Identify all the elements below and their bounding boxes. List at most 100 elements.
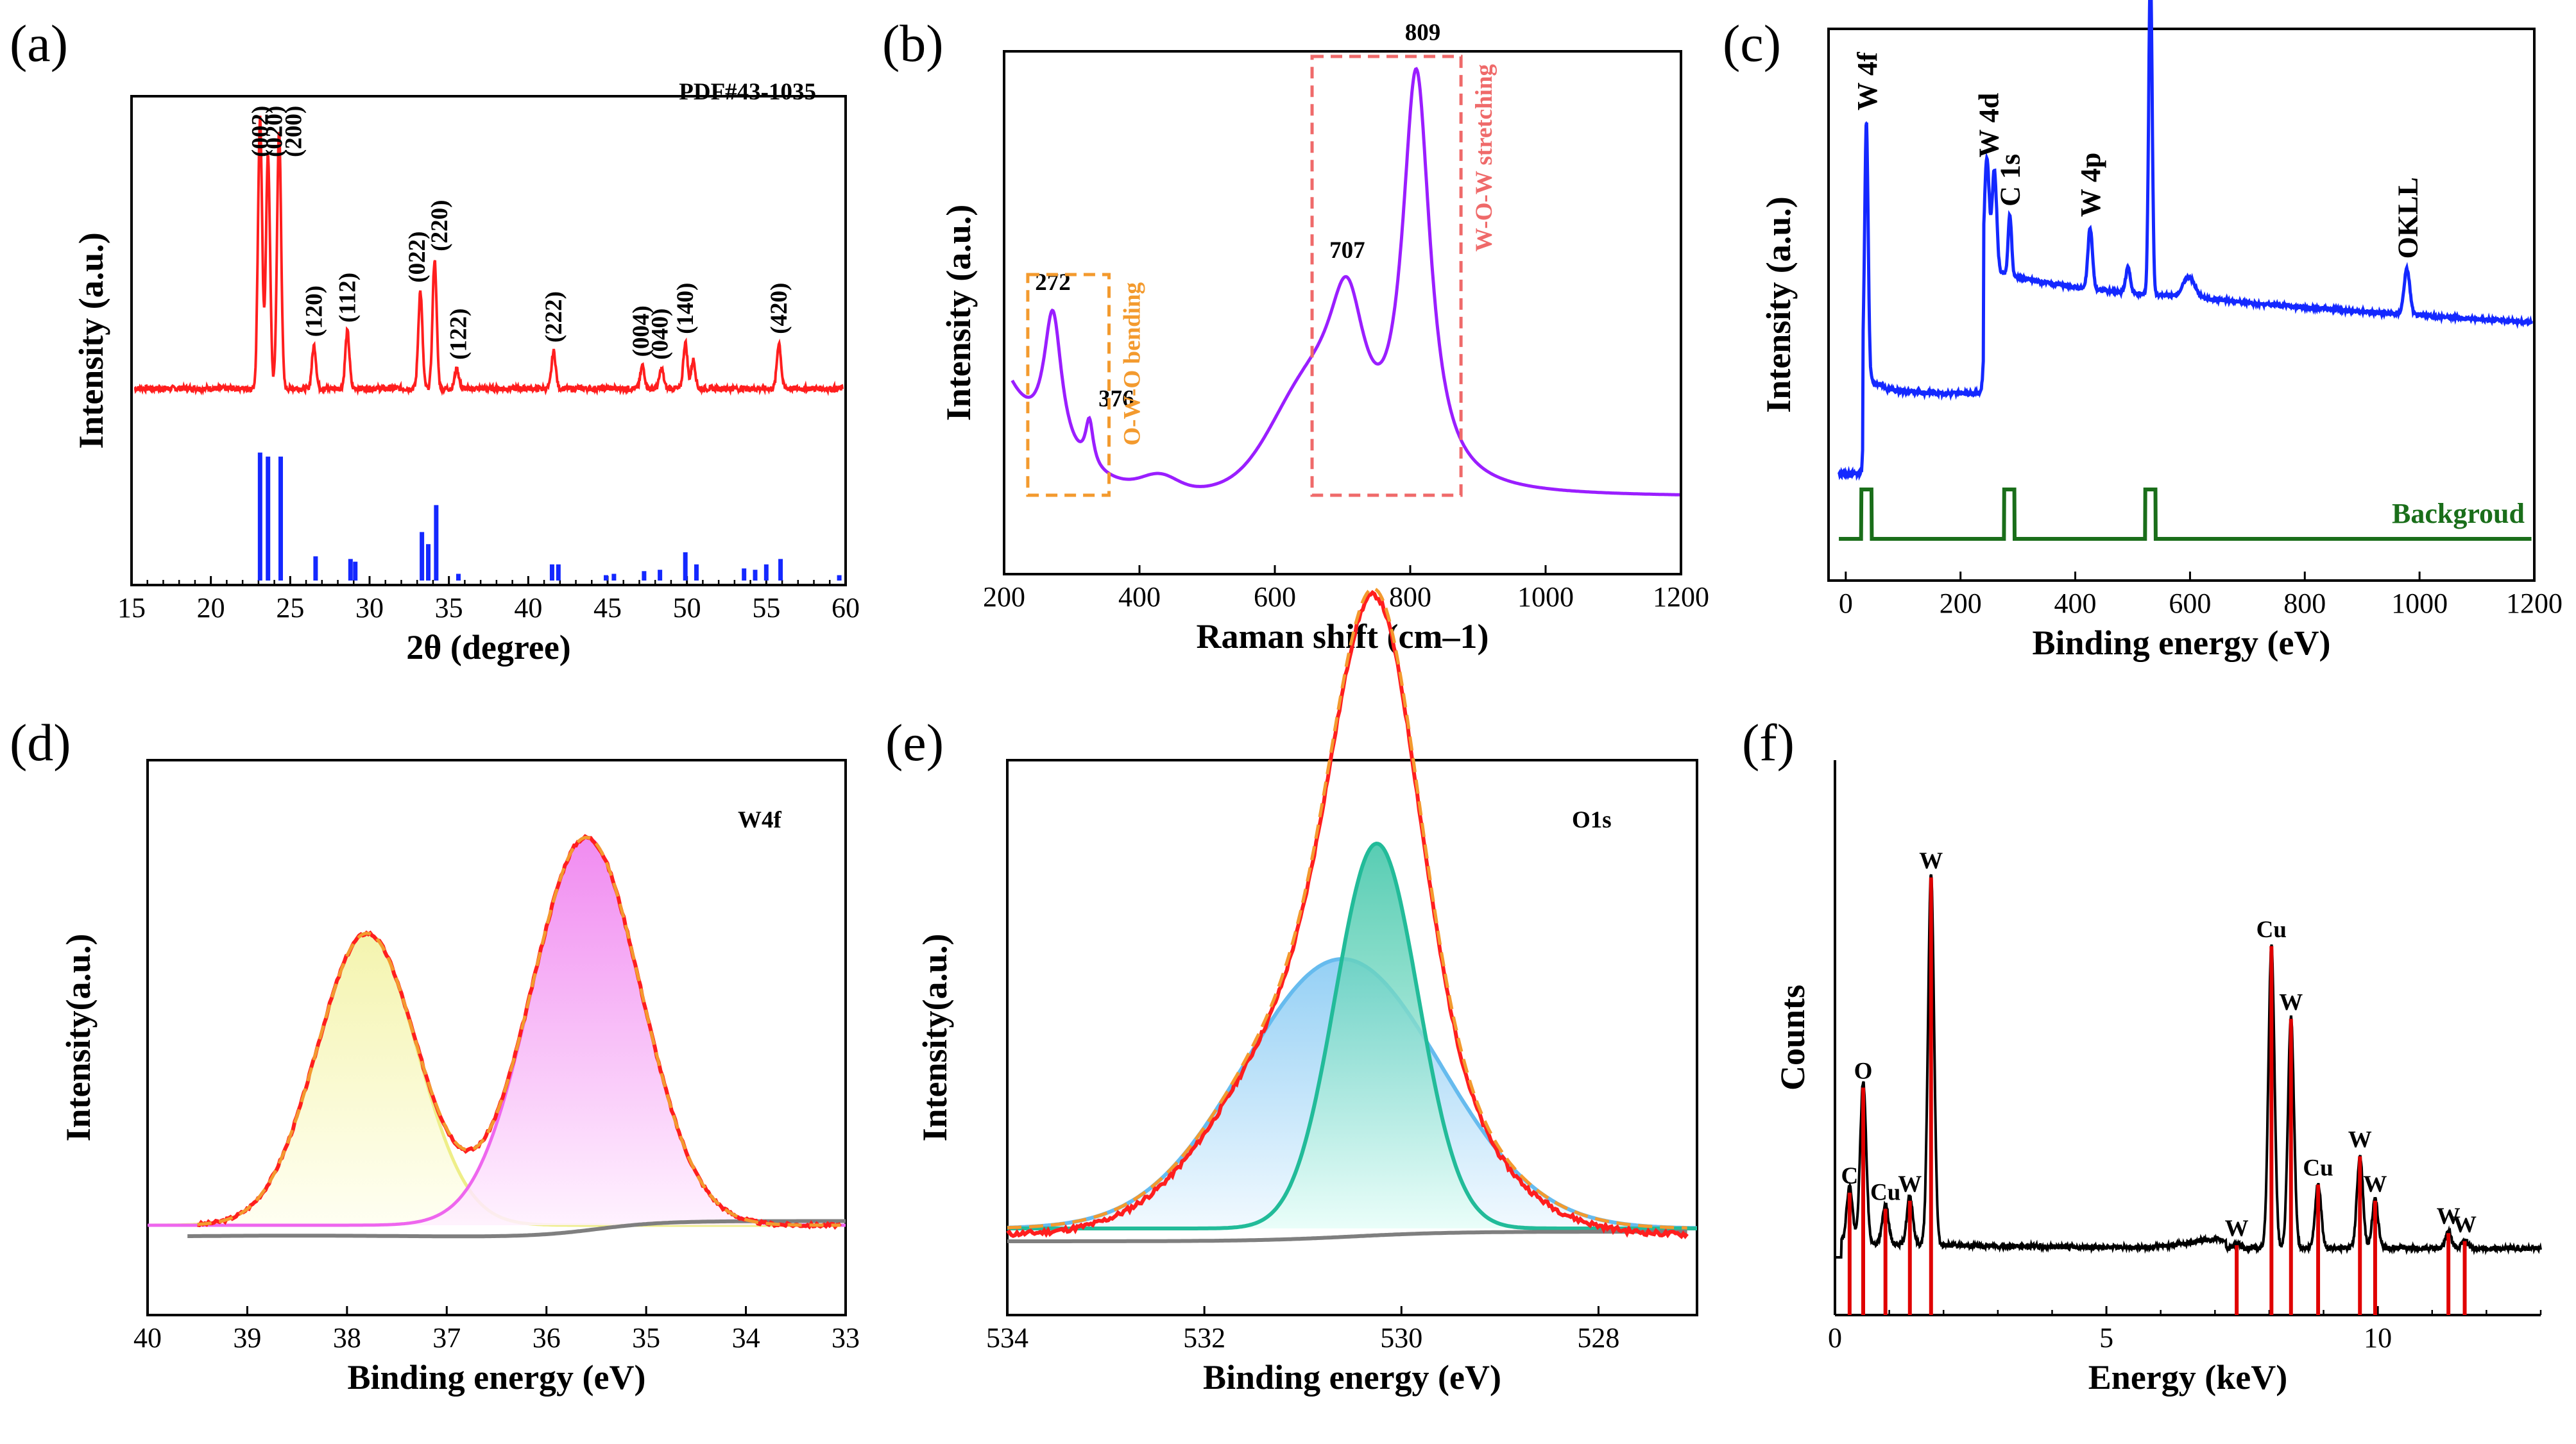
- element-label: W: [2363, 1171, 2387, 1198]
- hkl-label: (122): [446, 309, 472, 360]
- element-label: W: [2225, 1216, 2249, 1242]
- panel-c: 0 200 400 600 800 1000 1200 Binding energy (eV)…: [1723, 0, 2563, 662]
- background-line: [1839, 488, 2532, 541]
- component-peak-fill: [148, 837, 846, 1225]
- panel-title: W4f: [738, 807, 782, 833]
- x-tick-label: 0: [1828, 1322, 1842, 1354]
- xrd-peak-point: [692, 362, 694, 364]
- x-tick-label: 35: [435, 592, 463, 624]
- x-tick-label: 800: [1389, 581, 1431, 613]
- y-axis-label: Counts: [1773, 985, 1812, 1091]
- x-tick-label: 55: [752, 592, 780, 624]
- x-axis-label: Binding energy (eV): [2033, 624, 2331, 662]
- y-axis-label: Intensity(a.u.): [916, 933, 954, 1141]
- x-tick-label: 1000: [1517, 581, 1574, 613]
- element-label: W: [2437, 1203, 2461, 1230]
- hkl-label: (200): [280, 106, 307, 157]
- survey-peak-label: C 1s: [1995, 154, 2026, 207]
- x-tick-label: 530: [1380, 1322, 1422, 1354]
- eds-spectrum-line: [1835, 874, 2542, 1259]
- x-tick-label: 36: [533, 1322, 561, 1354]
- component-peak-fill: [148, 933, 846, 1225]
- x-tick-label: 0: [1839, 588, 1853, 619]
- hkl-label: (002): [247, 106, 273, 157]
- hkl-label: (140): [672, 283, 699, 334]
- y-axis-label: Intensity (a.u.): [1759, 196, 1798, 413]
- panel-e: 534 532 530 528 Binding energy (eV) Intensity…: [885, 586, 1698, 1397]
- plot-frame: [1006, 759, 1698, 1316]
- raman-peak-point: [1052, 310, 1053, 312]
- xps-survey-line: [1837, 0, 2533, 481]
- survey-peak-point: [1987, 168, 1989, 170]
- x-tick-label: 33: [832, 1322, 860, 1354]
- plot-frame: [1827, 28, 2536, 582]
- panel-a: 15 20 25 30 35 40 45 50 55 60 2θ (degree) Intensity…: [10, 14, 860, 667]
- x-tick-label: 40: [133, 1322, 162, 1354]
- component-peak-fill: [1007, 844, 1697, 1228]
- x-tick-label: 1000: [2391, 588, 2448, 619]
- band-region-box: [1026, 273, 1111, 497]
- x-axis-label: Binding energy (eV): [348, 1358, 646, 1397]
- x-tick-label: 1200: [1653, 581, 1709, 613]
- x-axis-label: Energy (keV): [2088, 1358, 2287, 1397]
- element-label: C: [1841, 1163, 1858, 1189]
- raman-peak-label: 376: [1098, 386, 1134, 412]
- element-label: W: [2348, 1127, 2372, 1153]
- plot-frame: [1003, 50, 1682, 575]
- hkl-label: (420): [766, 283, 792, 334]
- y-axis-label: Intensity (a.u.): [939, 205, 978, 421]
- x-tick-label: 200: [1940, 588, 1982, 619]
- x-tick-label: 45: [593, 592, 622, 624]
- x-tick-label: 200: [983, 581, 1025, 613]
- element-label: Cu: [2256, 917, 2287, 943]
- element-label: Cu: [1870, 1179, 1900, 1205]
- plot-frame: [130, 95, 847, 586]
- raman-spectrum-line: [1011, 67, 1680, 497]
- xrd-peak-point: [661, 370, 663, 372]
- element-label: W: [2453, 1212, 2477, 1238]
- xrd-peak-point: [420, 293, 422, 295]
- x-tick-label: 35: [632, 1322, 660, 1354]
- x-tick-label: 10: [2364, 1322, 2392, 1354]
- xrd-pattern-line: [133, 115, 844, 396]
- band-region-box: [1310, 55, 1463, 497]
- survey-peak-point: [2008, 217, 2010, 219]
- hkl-label: (220): [427, 200, 453, 251]
- xrd-peak-point: [346, 334, 348, 335]
- survey-peak-label: W 4d: [1974, 93, 2005, 158]
- x-axis-label: Raman shift (cm–1): [1197, 617, 1489, 656]
- panel-d: 40 39 38 37 36 35 34 33 Binding energy (eV) Inten…: [10, 713, 860, 1397]
- xrd-peak-point: [552, 353, 554, 355]
- survey-peak-label: W 4p: [2075, 153, 2106, 217]
- xrd-peak-point: [685, 344, 687, 346]
- x-tick-label: 50: [673, 592, 701, 624]
- x-tick-label: 600: [2169, 588, 2211, 619]
- element-label: O: [1854, 1058, 1873, 1084]
- x-tick-label: 528: [1577, 1322, 1619, 1354]
- survey-peak-label: W 4f: [1852, 51, 1883, 110]
- x-tick-label: 20: [197, 592, 225, 624]
- x-tick-label: 534: [986, 1322, 1028, 1354]
- hkl-label: (120): [301, 285, 327, 337]
- panel-letter: (f): [1742, 713, 1795, 772]
- xrd-peak-point: [456, 370, 458, 372]
- band-region-label: W-O-W stretching: [1471, 64, 1497, 252]
- panel-b: 200 400 600 800 1000 1200 Raman shift (cm–1) In…: [882, 14, 1709, 656]
- xrd-peak-point: [313, 348, 315, 350]
- survey-peak-point: [2406, 269, 2408, 271]
- background-label: Backgroud: [2392, 498, 2525, 529]
- envelope-line: [1006, 590, 1689, 1239]
- band-region-label: O-W-O bending: [1120, 282, 1146, 446]
- raman-peak-point: [1088, 417, 1090, 419]
- x-tick-label: 40: [514, 592, 542, 624]
- panel-letter: (b): [882, 14, 944, 72]
- x-tick-label: 25: [276, 592, 304, 624]
- xrd-peak-point: [259, 119, 261, 121]
- hkl-label: (004): [628, 305, 654, 357]
- x-tick-label: 38: [333, 1322, 361, 1354]
- x-tick-label: 400: [1118, 581, 1161, 613]
- component-peak-line: [1007, 841, 1697, 1230]
- x-tick-label: 30: [355, 592, 384, 624]
